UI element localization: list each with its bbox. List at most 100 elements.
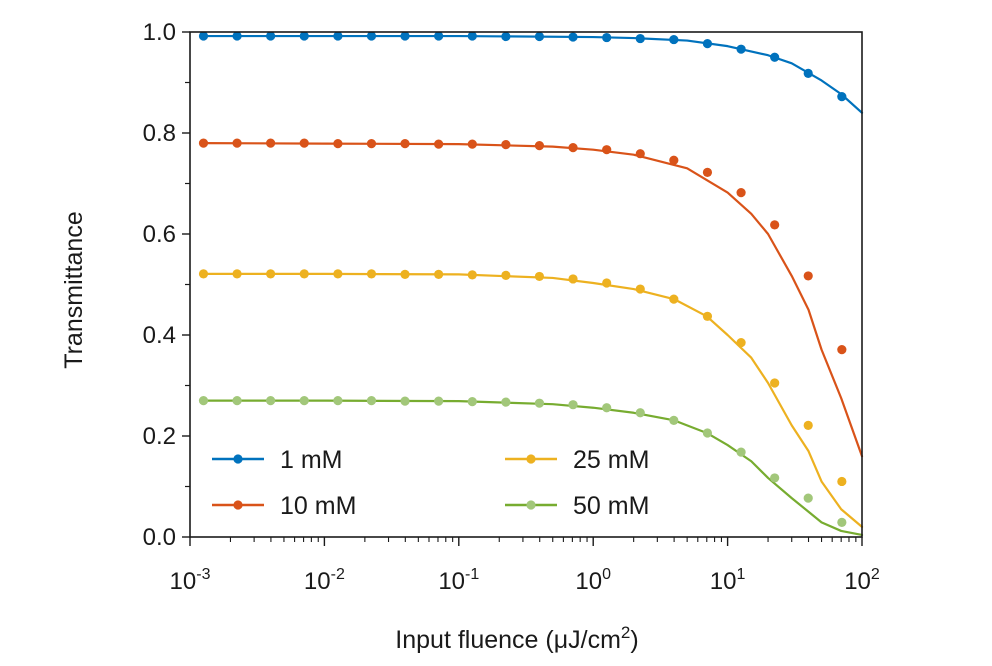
x-tick-label: 100	[575, 566, 611, 595]
data-point	[837, 517, 847, 527]
data-point	[232, 31, 242, 41]
data-point	[702, 39, 713, 49]
y-axis-title: Transmittance	[60, 211, 88, 368]
data-point	[702, 167, 713, 177]
x-axis-title-main: Input fluence (μJ/cm	[395, 626, 621, 654]
x-axis-title-close: )	[630, 626, 638, 654]
legend-marker	[233, 454, 243, 464]
data-point	[198, 138, 209, 148]
legend-label: 25 mM	[573, 446, 649, 474]
data-point	[366, 269, 377, 279]
legend-marker	[233, 500, 243, 510]
data-point	[770, 220, 780, 230]
data-point	[803, 68, 813, 79]
data-point	[266, 396, 276, 406]
data-point	[702, 428, 713, 438]
data-point	[299, 31, 309, 41]
data-point	[770, 378, 780, 388]
legend: 1 mM 10 mM 25 mM 50 mM	[212, 446, 649, 520]
legend-marker	[526, 454, 536, 464]
data-point	[837, 92, 847, 102]
data-point	[635, 408, 645, 418]
y-tick-label: 0.8	[143, 120, 176, 147]
data-point	[366, 31, 377, 41]
data-point	[266, 31, 276, 41]
data-point	[434, 31, 444, 41]
data-point	[501, 397, 511, 407]
x-tick-label: 101	[710, 566, 746, 595]
x-tick-label: 10-3	[170, 566, 211, 595]
data-point	[568, 32, 578, 42]
ticks-layer: 0.0 0.2 0.4 0.6 0.8 1.0 10-3 10-2 10-1 100 101 102	[143, 19, 880, 595]
data-point	[366, 139, 377, 149]
data-point	[198, 269, 209, 279]
data-point	[635, 284, 645, 294]
data-point	[400, 396, 410, 406]
series-line-10-mm	[202, 142, 864, 458]
data-point	[837, 345, 847, 355]
legend-label: 10 mM	[280, 492, 356, 520]
data-point	[467, 31, 477, 41]
legend-label: 50 mM	[573, 492, 649, 520]
data-point	[299, 269, 309, 279]
x-tick-label: 10-1	[438, 566, 479, 595]
data-point	[736, 187, 746, 198]
x-axis-title-sup: 2	[621, 623, 630, 642]
series-layer	[198, 31, 864, 537]
data-point	[400, 31, 410, 41]
data-point	[333, 31, 343, 41]
data-point	[635, 149, 645, 159]
data-point	[669, 415, 679, 425]
data-point	[434, 269, 444, 279]
data-point	[736, 447, 746, 457]
x-axis-title: Input fluence (μJ/cm2)	[395, 623, 638, 654]
data-point	[501, 270, 511, 281]
legend-label: 1 mM	[280, 446, 343, 474]
data-point	[602, 278, 612, 288]
data-point	[501, 31, 511, 42]
y-tick-label: 1.0	[143, 19, 176, 46]
data-point	[501, 140, 511, 150]
data-point	[669, 34, 679, 45]
data-point	[198, 396, 209, 406]
data-point	[534, 271, 545, 282]
data-point	[266, 269, 276, 279]
data-point	[803, 493, 813, 503]
data-point	[333, 269, 343, 279]
data-point	[837, 476, 847, 487]
data-point	[400, 269, 410, 279]
data-point	[602, 32, 612, 43]
data-point	[366, 396, 377, 406]
data-point	[568, 274, 578, 284]
y-tick-label: 0.0	[143, 524, 176, 551]
data-point	[702, 311, 713, 321]
y-tick-label: 0.6	[143, 221, 176, 248]
data-point	[434, 396, 444, 406]
data-point	[568, 143, 578, 153]
data-point	[434, 139, 444, 149]
data-point	[467, 139, 477, 149]
data-point	[299, 396, 309, 406]
data-point	[467, 397, 477, 407]
x-tick-label: 10-2	[304, 566, 345, 595]
data-point	[602, 145, 612, 155]
data-point	[467, 270, 477, 280]
data-point	[232, 396, 242, 406]
data-point	[299, 138, 309, 148]
data-point	[770, 52, 780, 62]
y-tick-label: 0.2	[143, 423, 176, 450]
data-point	[534, 31, 545, 42]
data-point	[669, 294, 679, 304]
series-line-1-mm	[202, 34, 864, 114]
data-point	[333, 139, 343, 149]
data-point	[333, 396, 343, 406]
data-point	[803, 420, 813, 430]
data-point	[534, 398, 545, 408]
data-point	[669, 155, 679, 165]
data-point	[232, 138, 242, 148]
data-point	[736, 44, 746, 54]
data-point	[602, 403, 612, 413]
data-point	[232, 269, 242, 279]
data-point	[770, 473, 780, 483]
